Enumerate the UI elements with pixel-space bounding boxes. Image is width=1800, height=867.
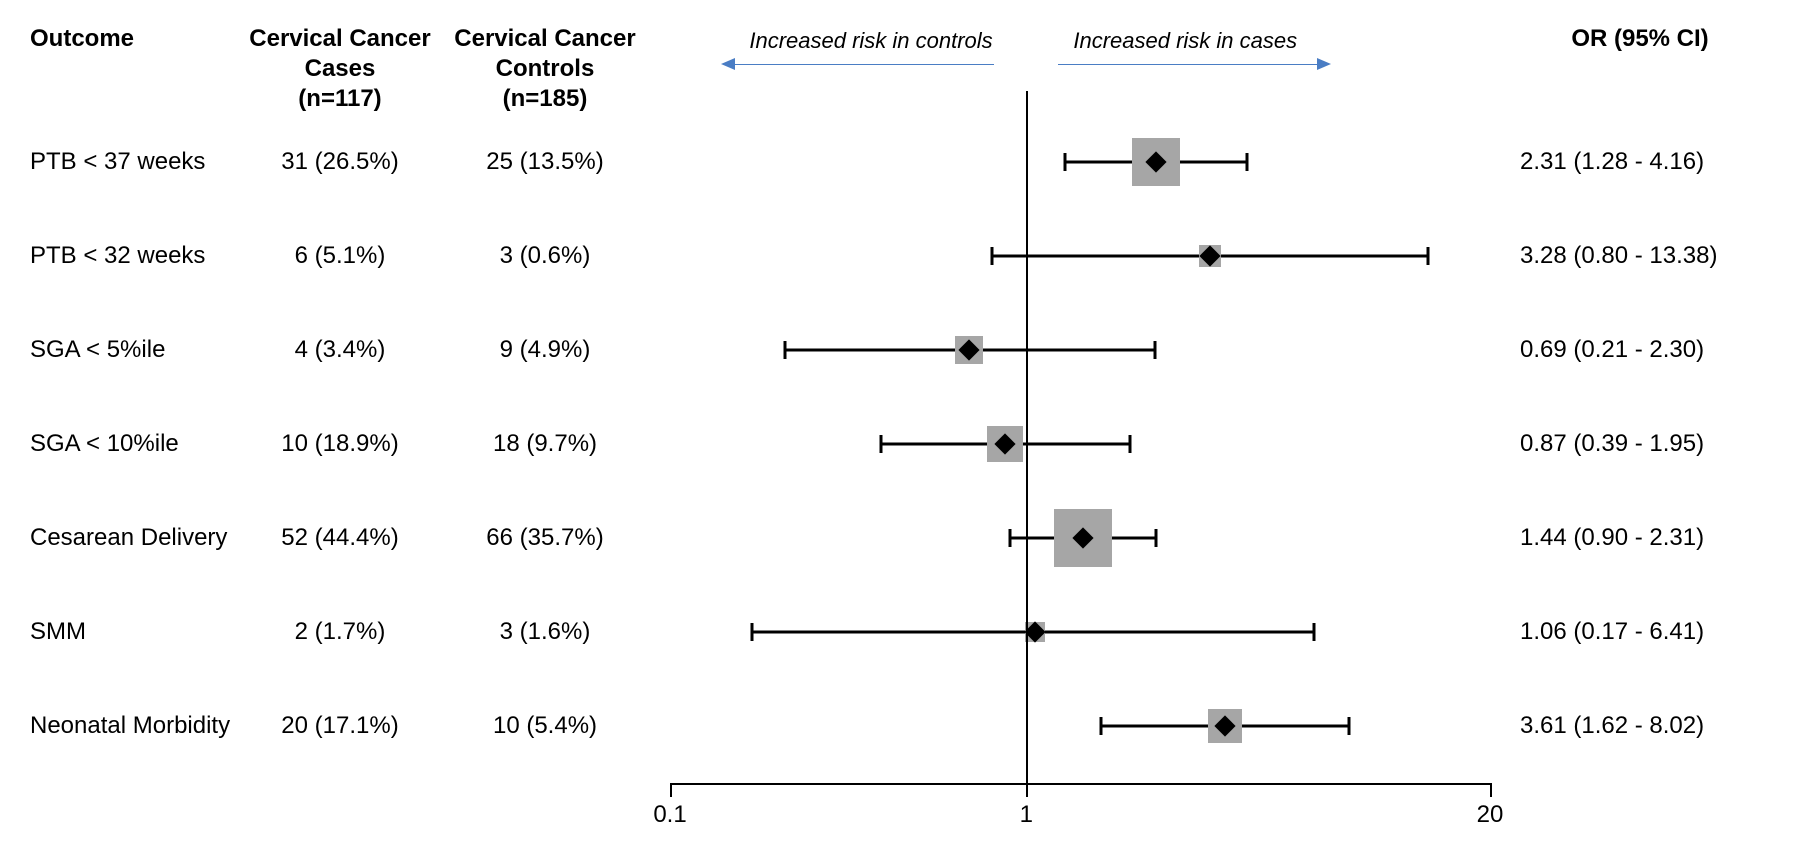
x-tick-label: 20	[1477, 801, 1504, 829]
ci-cap-right	[1347, 717, 1350, 735]
ci-cap-right	[1312, 623, 1315, 641]
header-cases: Cervical Cancer Cases (n=117)	[240, 20, 440, 115]
or-cell: 3.61 (1.62 - 8.02)	[1510, 679, 1770, 773]
x-tick-label: 0.1	[653, 801, 686, 829]
arrow-left-line	[734, 64, 994, 65]
forest-row	[650, 397, 1510, 491]
or-cell: 1.44 (0.90 - 2.31)	[1510, 491, 1770, 585]
x-axis	[670, 783, 1490, 785]
cases-cell: 20 (17.1%)	[240, 679, 440, 773]
outcome-cell: PTB < 32 weeks	[30, 209, 240, 303]
controls-cell: 66 (35.7%)	[440, 491, 650, 585]
outcome-cell: PTB < 37 weeks	[30, 115, 240, 209]
outcome-cell: Cesarean Delivery	[30, 491, 240, 585]
forest-row	[650, 115, 1510, 209]
controls-cell: 10 (5.4%)	[440, 679, 650, 773]
ci-cap-left	[1009, 529, 1012, 547]
ci-cap-left	[783, 341, 786, 359]
header-or: OR (95% CI)	[1510, 20, 1770, 115]
ci-cap-left	[1100, 717, 1103, 735]
or-cell: 0.69 (0.21 - 2.30)	[1510, 303, 1770, 397]
forest-plot: Outcome PTB < 37 weeksPTB < 32 weeksSGA …	[30, 20, 1770, 847]
ci-cap-left	[990, 247, 993, 265]
arrow-right-head-icon	[1317, 58, 1331, 70]
arrow-right-line	[1058, 64, 1318, 65]
controls-cell: 18 (9.7%)	[440, 397, 650, 491]
ci-cap-right	[1154, 341, 1157, 359]
outcome-cell: SGA < 10%ile	[30, 397, 240, 491]
col-cases: Cervical Cancer Cases (n=117) 31 (26.5%)…	[240, 20, 440, 847]
cases-cell: 4 (3.4%)	[240, 303, 440, 397]
forest-row	[650, 209, 1510, 303]
outcome-cell: Neonatal Morbidity	[30, 679, 240, 773]
x-tick	[670, 783, 672, 797]
x-tick	[1026, 783, 1028, 797]
ci-cap-right	[1245, 153, 1248, 171]
ci-cap-right	[1154, 529, 1157, 547]
forest-row	[650, 679, 1510, 773]
x-tick-label: 1	[1020, 801, 1033, 829]
or-cell: 3.28 (0.80 - 13.38)	[1510, 209, 1770, 303]
header-outcome: Outcome	[30, 20, 240, 115]
ci-cap-left	[879, 435, 882, 453]
controls-cell: 3 (1.6%)	[440, 585, 650, 679]
ci-cap-left	[751, 623, 754, 641]
cases-cell: 52 (44.4%)	[240, 491, 440, 585]
controls-cell: 3 (0.6%)	[440, 209, 650, 303]
annotation-controls: Increased risk in controls	[749, 28, 992, 54]
cases-cell: 6 (5.1%)	[240, 209, 440, 303]
or-cell: 2.31 (1.28 - 4.16)	[1510, 115, 1770, 209]
ci-cap-left	[1063, 153, 1066, 171]
controls-cell: 9 (4.9%)	[440, 303, 650, 397]
or-cell: 0.87 (0.39 - 1.95)	[1510, 397, 1770, 491]
col-or: OR (95% CI) 2.31 (1.28 - 4.16)3.28 (0.80…	[1510, 20, 1770, 847]
forest-row	[650, 303, 1510, 397]
outcome-cell: SGA < 5%ile	[30, 303, 240, 397]
or-cell: 1.06 (0.17 - 6.41)	[1510, 585, 1770, 679]
ci-cap-right	[1426, 247, 1429, 265]
forest-row	[650, 585, 1510, 679]
col-controls: Cervical Cancer Controls (n=185) 25 (13.…	[440, 20, 650, 847]
cases-cell: 2 (1.7%)	[240, 585, 440, 679]
reference-line	[1026, 91, 1028, 783]
cases-cell: 31 (26.5%)	[240, 115, 440, 209]
x-tick	[1490, 783, 1492, 797]
plot-area: Increased risk in controls Increased risk…	[650, 20, 1510, 847]
forest-row	[650, 491, 1510, 585]
cases-cell: 10 (18.9%)	[240, 397, 440, 491]
annotation-cases: Increased risk in cases	[1073, 28, 1297, 54]
controls-cell: 25 (13.5%)	[440, 115, 650, 209]
arrow-left-head-icon	[721, 58, 735, 70]
col-plot: Increased risk in controls Increased risk…	[650, 20, 1510, 847]
outcome-cell: SMM	[30, 585, 240, 679]
header-controls: Cervical Cancer Controls (n=185)	[440, 20, 650, 115]
ci-cap-right	[1128, 435, 1131, 453]
col-outcome: Outcome PTB < 37 weeksPTB < 32 weeksSGA …	[30, 20, 240, 847]
